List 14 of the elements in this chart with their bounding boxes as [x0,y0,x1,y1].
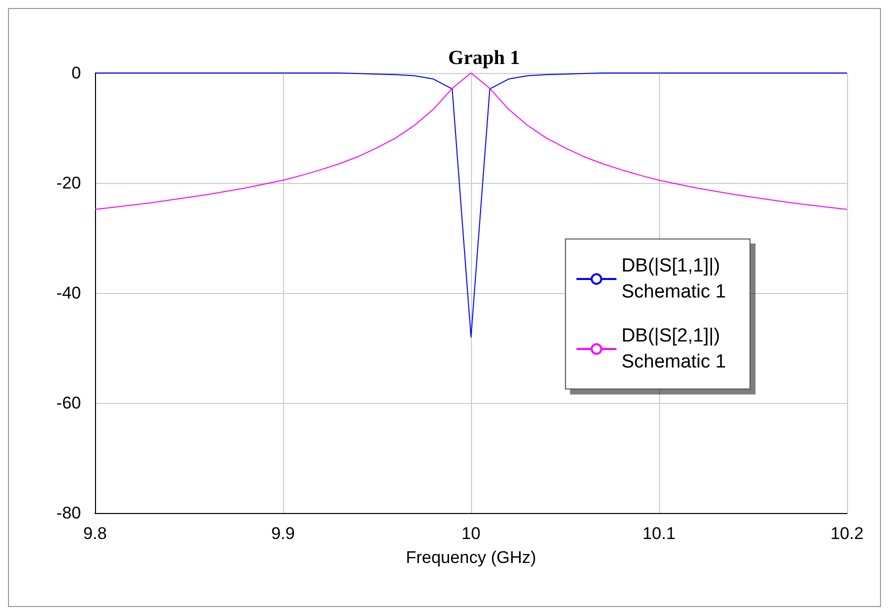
legend-label: DB(|S[2,1]|) Schematic 1 [621,326,726,372]
y-tick-label: 0 [72,64,81,82]
x-tick-label: 9.8 [83,524,107,543]
y-tick-label: -40 [56,284,81,302]
x-tick-label: 10 [462,524,480,543]
x-tick-label: 9.9 [271,524,295,543]
x-tick-label: 10.2 [830,524,864,543]
chart-title: Graph 1 [448,47,520,69]
x-tick-label: 10.1 [642,524,676,543]
y-tick-label: -80 [56,504,81,522]
legend-label: DB(|S[1,1]|) Schematic 1 [621,256,726,302]
y-tick-label: -60 [56,394,81,412]
x-axis-title: Frequency (GHz) [406,548,536,567]
y-tick-label: -20 [56,174,81,192]
